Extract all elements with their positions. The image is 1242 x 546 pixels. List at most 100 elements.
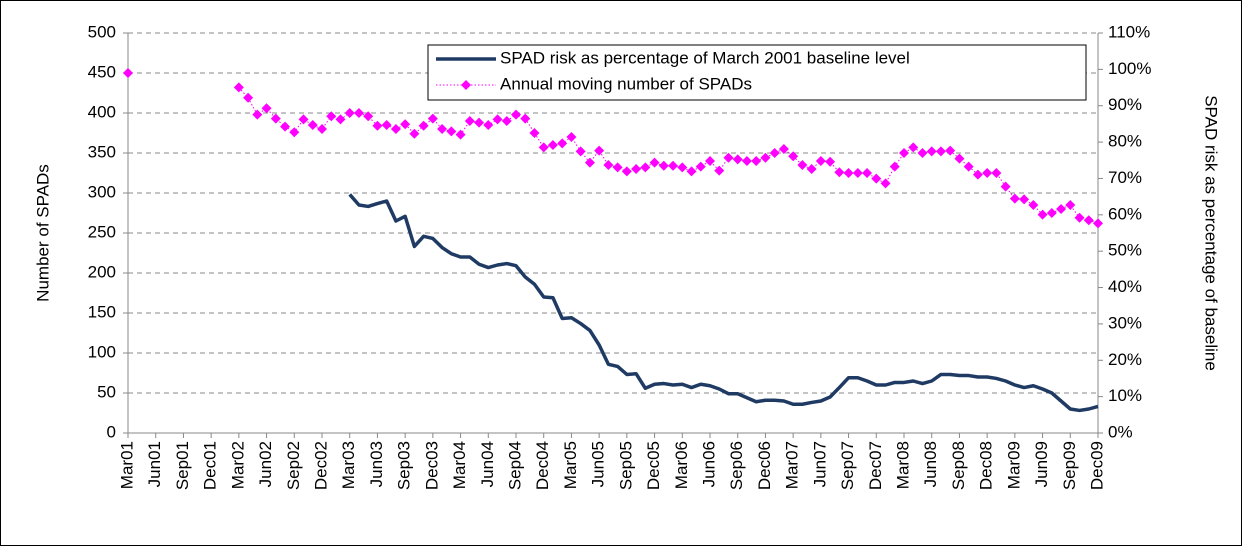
point-marker — [815, 156, 826, 166]
x-tick-label: Mar09 — [1004, 441, 1023, 489]
point-marker — [603, 160, 614, 170]
point-marker — [455, 129, 466, 140]
point-marker — [889, 161, 900, 172]
x-tick-label: Sep04 — [505, 441, 524, 490]
point-marker — [788, 151, 799, 162]
x-tick-label: Sep06 — [727, 441, 746, 490]
point-marker — [797, 160, 808, 170]
y-tick-label: 250 — [88, 222, 116, 241]
y-tick-label: 450 — [88, 62, 116, 81]
point-marker — [326, 111, 337, 122]
point-marker — [1028, 200, 1039, 210]
point-marker — [695, 161, 706, 172]
point-marker — [769, 148, 780, 158]
point-marker — [400, 119, 411, 130]
y-tick-label: 150 — [88, 302, 116, 321]
x-tick-label: Jun08 — [921, 441, 940, 487]
point-marker — [658, 160, 669, 171]
y-tick-label: 0 — [107, 422, 116, 441]
point-marker — [963, 161, 974, 172]
point-marker — [862, 168, 873, 178]
x-tick-label: Jun03 — [367, 441, 386, 487]
x-tick-label: Sep01 — [173, 441, 192, 490]
point-marker — [446, 126, 457, 137]
point-marker — [954, 153, 965, 164]
point-marker — [806, 164, 817, 174]
point-marker — [538, 142, 549, 153]
point-marker — [945, 145, 956, 156]
x-tick-label: Dec04 — [533, 441, 552, 490]
point-marker — [1065, 200, 1076, 210]
x-tick-label: Mar01 — [117, 441, 136, 489]
point-marker — [501, 116, 512, 126]
point-marker — [1093, 218, 1103, 229]
point-marker — [982, 168, 993, 178]
point-marker — [880, 178, 891, 189]
y-tick-label: 350 — [88, 142, 116, 161]
point-marker — [492, 114, 503, 125]
point-marker — [908, 142, 919, 153]
y2-tick-label: 0% — [1108, 422, 1133, 441]
point-marker — [972, 169, 983, 180]
point-marker — [1083, 215, 1094, 226]
point-marker — [991, 168, 1002, 178]
x-tick-label: Mar05 — [561, 441, 580, 489]
y2-tick-label: 40% — [1108, 277, 1142, 296]
y-tick-label: 500 — [88, 22, 116, 41]
point-marker — [1056, 204, 1067, 214]
y2-tick-label: 80% — [1108, 132, 1142, 151]
point-marker — [261, 103, 272, 114]
point-marker — [1046, 208, 1057, 218]
point-marker — [1019, 194, 1030, 205]
point-marker — [584, 157, 595, 168]
point-marker — [760, 152, 771, 163]
point-marker — [852, 168, 863, 178]
point-marker — [1009, 193, 1020, 204]
x-tick-label: Sep07 — [838, 441, 857, 490]
y2-axis-label: SPAD risk as percentage of baseline — [1202, 95, 1221, 371]
y-tick-label: 50 — [97, 382, 116, 401]
x-tick-label: Mar07 — [783, 441, 802, 489]
x-tick-label: Mar06 — [672, 441, 691, 489]
y2-tick-label: 110% — [1108, 22, 1150, 41]
point-marker — [1074, 212, 1085, 223]
y2-tick-label: 50% — [1108, 241, 1142, 260]
point-marker — [353, 108, 364, 118]
series-line — [348, 193, 1099, 413]
y2-tick-label: 10% — [1108, 386, 1142, 405]
point-marker — [778, 144, 789, 154]
point-marker — [621, 166, 632, 177]
point-marker — [123, 68, 133, 78]
point-marker — [381, 120, 392, 130]
point-marker — [612, 162, 623, 173]
x-tick-label: Dec08 — [977, 441, 996, 490]
point-marker — [705, 156, 715, 166]
point-marker — [741, 156, 752, 166]
point-marker — [289, 127, 300, 138]
x-tick-label: Sep08 — [949, 441, 968, 490]
point-marker — [520, 113, 531, 124]
point-marker — [437, 124, 448, 134]
x-tick-label: Dec07 — [866, 441, 885, 490]
point-marker — [677, 162, 688, 173]
point-marker — [668, 160, 679, 171]
x-tick-label: Sep09 — [1060, 441, 1079, 490]
point-marker — [529, 128, 540, 138]
x-tick-label: Dec09 — [1087, 441, 1106, 490]
point-marker — [280, 121, 291, 132]
point-marker — [418, 120, 429, 131]
point-marker — [834, 167, 845, 178]
point-marker — [825, 156, 836, 167]
point-marker — [899, 148, 909, 158]
x-tick-label: Jun07 — [810, 441, 829, 487]
legend-box — [427, 44, 1087, 101]
point-marker — [714, 165, 725, 176]
y2-tick-label: 100% — [1108, 59, 1151, 78]
point-marker — [344, 108, 355, 118]
x-tick-label: Mar04 — [450, 441, 469, 489]
y2-tick-label: 20% — [1108, 350, 1142, 369]
point-marker — [575, 146, 586, 157]
point-marker — [372, 120, 383, 131]
point-marker — [317, 124, 327, 134]
y-tick-label: 300 — [88, 182, 116, 201]
